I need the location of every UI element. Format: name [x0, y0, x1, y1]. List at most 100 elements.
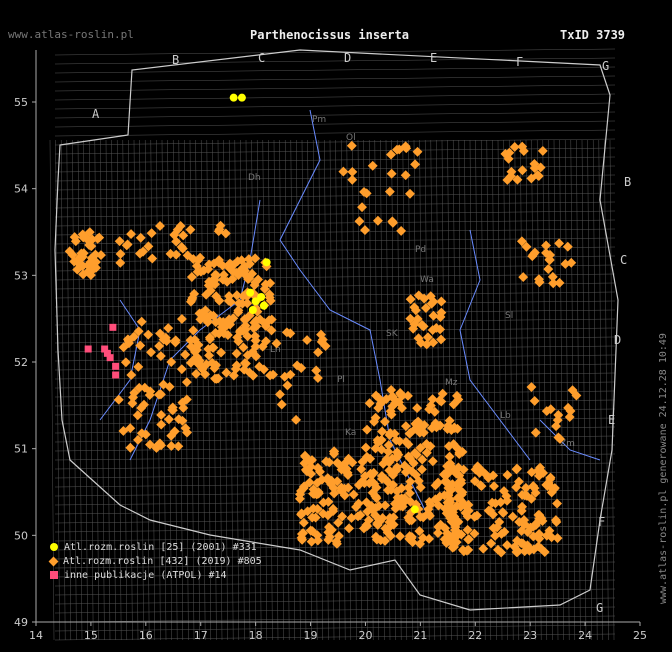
occurrence-2019 — [433, 528, 443, 538]
occurrence-2019 — [236, 255, 247, 266]
occurrence-2019 — [436, 334, 447, 345]
occurrence-2019 — [435, 519, 446, 530]
occurrence-2019 — [171, 249, 182, 260]
occurrence-2019 — [144, 390, 155, 400]
occurrence-2019 — [498, 507, 509, 518]
occurrence-2019 — [361, 520, 372, 530]
occurrence-2019 — [455, 500, 466, 511]
occurrence-2019 — [380, 500, 391, 511]
site-name[interactable]: www.atlas-roslin.pl — [8, 28, 134, 41]
occurrence-2019 — [126, 229, 137, 240]
occurrence-2019 — [178, 230, 189, 241]
grid-line — [357, 139, 363, 641]
occurrence-2019 — [346, 513, 357, 523]
occurrence-2019 — [367, 487, 378, 498]
occurrence-2019 — [425, 441, 436, 452]
grid-line — [111, 139, 116, 641]
occurrence-2019 — [391, 465, 402, 475]
occurrence-2019 — [403, 451, 414, 462]
occurrence-2019 — [195, 252, 206, 263]
occurrence-2019 — [469, 528, 480, 539]
occurrence-2019 — [457, 487, 468, 498]
region-label: Sl — [505, 311, 513, 321]
x-tick-label: 16 — [139, 629, 153, 642]
occurrence-2019 — [170, 335, 181, 346]
grid-line — [100, 139, 105, 641]
occurrence-2001 — [248, 306, 257, 314]
legend-item-2001: Atl.rozm.roslin [25] (2001) #331 — [50, 540, 262, 554]
grid-line — [54, 138, 616, 146]
occurrence-2019 — [135, 232, 146, 243]
occurrence-2019 — [380, 474, 391, 485]
grid-line — [54, 255, 616, 263]
region-label: Ol — [346, 133, 356, 143]
occurrence-2019 — [571, 390, 582, 401]
occurrence-2019 — [417, 319, 427, 330]
grid-line — [54, 120, 616, 128]
occurrence-2019 — [552, 498, 563, 509]
occurrence-2019 — [448, 439, 459, 450]
occurrence-2019 — [193, 339, 204, 350]
occurrence-2019 — [452, 390, 462, 401]
grid-line — [77, 139, 83, 641]
grid-line — [413, 139, 419, 641]
y-tick-label: 54 — [14, 183, 28, 196]
occurrence-2019 — [344, 523, 354, 534]
grid-line — [54, 552, 616, 560]
occurrence-2019 — [312, 477, 323, 488]
grid-line — [54, 102, 616, 110]
occurrence-2019 — [238, 342, 249, 353]
grid-line — [54, 228, 616, 236]
grid-line — [54, 219, 616, 227]
occurrence-2019 — [533, 509, 544, 520]
occurrence-2019 — [419, 293, 430, 304]
grid-letter: A — [92, 107, 100, 121]
grid-line — [66, 139, 72, 641]
occurrence-2019 — [143, 241, 154, 252]
occurrence-2019 — [411, 420, 422, 431]
occurrence-2019 — [357, 202, 367, 213]
region-label: Ka — [345, 428, 356, 438]
occurrence-2019 — [348, 489, 359, 500]
occurrence-2019 — [343, 482, 354, 493]
occurrence-2019 — [386, 149, 396, 160]
occurrence-2019 — [517, 489, 528, 500]
occurrence-2019 — [265, 295, 276, 306]
grid-line — [576, 139, 581, 641]
occurrence-2019 — [177, 397, 188, 408]
occurrence-2019 — [565, 406, 576, 416]
occurrence-2019 — [181, 377, 192, 388]
occurrence-2019 — [457, 544, 468, 555]
occurrence-2019 — [403, 390, 413, 401]
occurrence-2019 — [233, 305, 244, 316]
grid-line — [268, 139, 273, 641]
grid-line — [581, 139, 587, 641]
occurrence-2019 — [338, 166, 349, 177]
occurrence-2019 — [353, 498, 364, 509]
occurrence-2019 — [425, 400, 436, 411]
border-outline — [54, 49, 619, 611]
occurrence-2019 — [426, 298, 437, 309]
occurrence-2019 — [210, 327, 221, 338]
region-label: Pl — [337, 375, 345, 385]
grid-line — [54, 84, 616, 92]
occurrence-2019 — [240, 324, 251, 335]
occurrence-2019 — [196, 308, 207, 319]
x-tick-label: 25 — [633, 629, 647, 642]
occurrence-2019 — [158, 379, 169, 390]
occurrence-2019 — [154, 341, 165, 351]
occurrence-2019 — [424, 496, 435, 507]
occurrence-2019 — [463, 544, 474, 555]
grid-line — [54, 201, 616, 209]
occurrence-2019 — [408, 323, 419, 334]
occurrence-2019 — [411, 449, 422, 460]
occurrence-2019 — [360, 225, 370, 236]
occurrence-2019 — [544, 255, 555, 266]
grid-letter: E — [608, 413, 615, 427]
occurrence-2019 — [425, 510, 435, 521]
occurrence-2019 — [285, 369, 296, 380]
occurrence-2019 — [524, 545, 535, 556]
occurrence-2019 — [384, 186, 395, 197]
occurrence-2019 — [502, 174, 513, 185]
